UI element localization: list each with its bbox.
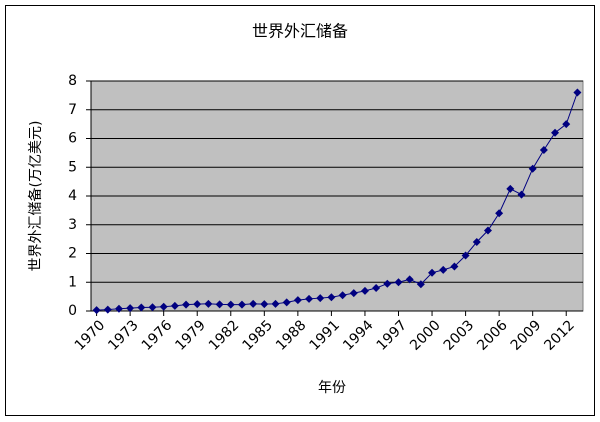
data-point bbox=[416, 280, 425, 289]
y-tick-label: 3 bbox=[68, 217, 77, 233]
data-point bbox=[271, 299, 280, 308]
data-point bbox=[528, 164, 537, 173]
data-point bbox=[383, 279, 392, 288]
y-tick-label: 0 bbox=[68, 303, 77, 319]
data-point bbox=[562, 120, 571, 129]
data-point bbox=[551, 128, 560, 137]
data-point bbox=[573, 88, 582, 97]
data-point bbox=[204, 299, 213, 308]
y-tick-label: 2 bbox=[68, 246, 77, 262]
x-axis-label: 年份 bbox=[318, 380, 346, 396]
data-point bbox=[159, 302, 168, 311]
chart-title: 世界外汇储备 bbox=[252, 22, 348, 41]
data-point bbox=[450, 262, 459, 271]
data-point bbox=[428, 268, 437, 277]
data-point bbox=[495, 209, 504, 218]
data-point bbox=[103, 305, 112, 314]
data-point bbox=[461, 251, 470, 260]
data-point bbox=[148, 303, 157, 312]
data-point bbox=[316, 294, 325, 303]
data-point bbox=[349, 289, 358, 298]
data-point bbox=[249, 299, 258, 308]
data-point bbox=[394, 278, 403, 287]
data-point bbox=[137, 303, 146, 312]
data-point bbox=[506, 184, 515, 193]
data-point bbox=[472, 238, 481, 246]
y-tick-label: 6 bbox=[68, 131, 77, 147]
data-point bbox=[327, 293, 336, 302]
data-point bbox=[360, 286, 369, 295]
y-axis-label: 世界外汇储备(万亿美元) bbox=[27, 121, 44, 272]
data-point bbox=[405, 275, 414, 284]
data-point bbox=[439, 265, 448, 274]
data-point bbox=[215, 300, 224, 309]
y-tick-label: 7 bbox=[68, 102, 77, 118]
y-tick-label: 8 bbox=[68, 73, 77, 89]
y-tick-label: 4 bbox=[68, 188, 77, 204]
data-point bbox=[338, 291, 347, 300]
data-point bbox=[170, 301, 179, 310]
data-point bbox=[237, 300, 246, 309]
data-point bbox=[517, 190, 526, 199]
data-point bbox=[293, 296, 302, 305]
data-point bbox=[226, 300, 235, 309]
data-point bbox=[193, 300, 202, 309]
data-point bbox=[126, 304, 135, 313]
data-point bbox=[114, 304, 123, 313]
data-point bbox=[483, 226, 492, 235]
data-point bbox=[260, 300, 269, 309]
y-tick-label: 5 bbox=[68, 159, 77, 175]
data-point bbox=[539, 146, 548, 154]
y-tick-label: 1 bbox=[68, 274, 77, 290]
data-point bbox=[92, 306, 101, 315]
data-point bbox=[282, 298, 291, 307]
data-point bbox=[372, 284, 381, 292]
data-point bbox=[182, 300, 191, 309]
data-point bbox=[305, 294, 314, 303]
